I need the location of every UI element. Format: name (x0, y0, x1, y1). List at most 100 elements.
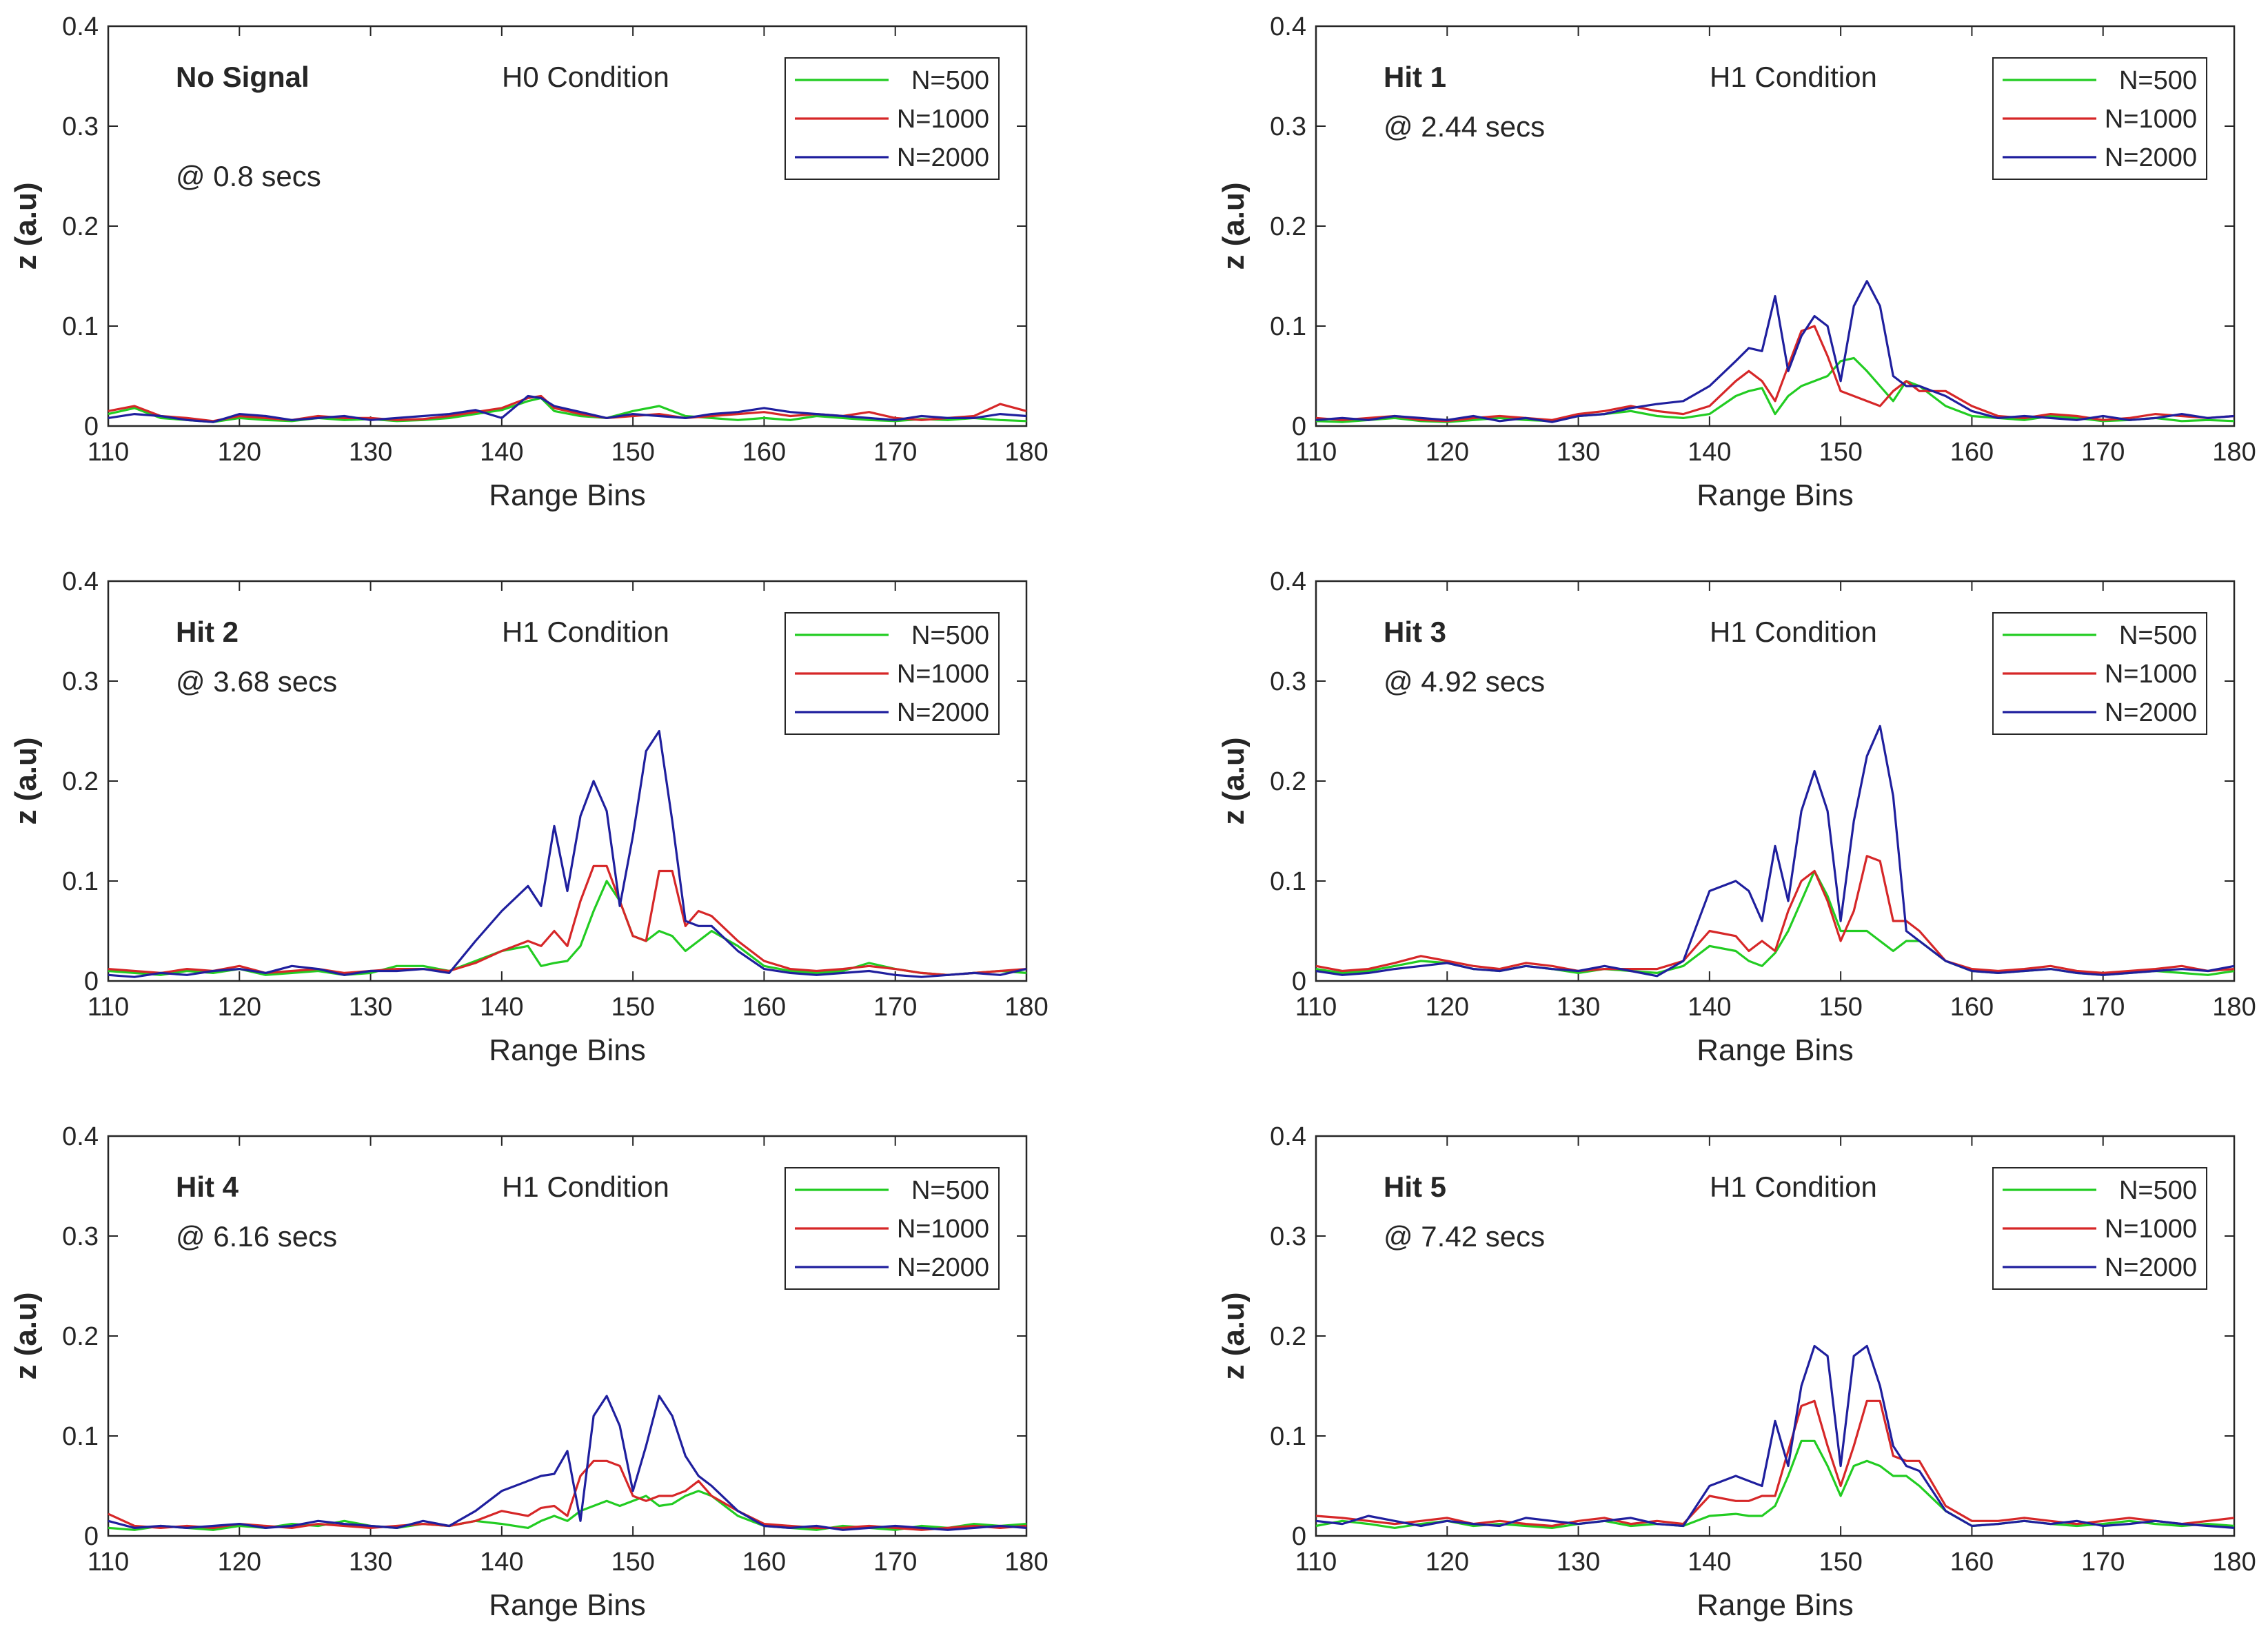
y-tick-label: 0 (84, 412, 99, 441)
condition-annotation: H1 Condition (502, 616, 669, 648)
y-tick-label: 0 (84, 967, 99, 996)
legend-label: N=500 (2119, 1176, 2197, 1205)
x-tick-label: 110 (88, 438, 130, 467)
legend-label: N=2000 (897, 1253, 989, 1282)
subplot-4: 110 120 130 140 150 160 170 180 0 0.1 0.2 0.3 0.4 Ran… (1217, 567, 2256, 1067)
legend-label: N=2000 (2105, 698, 2197, 727)
series-line-n-1000 (108, 1459, 1027, 1531)
x-tick-label: 160 (742, 993, 786, 1022)
x-axis-label: Range Bins (1697, 1588, 1853, 1622)
legend: N=500 N=1000 N=2000 (1992, 612, 2207, 735)
y-tick-label: 0 (1292, 1522, 1306, 1551)
y-tick-label: 0.3 (1270, 1222, 1306, 1251)
legend-label: N=1000 (897, 660, 989, 689)
subplot-title: No Signal (176, 61, 310, 93)
x-tick-label: 130 (1557, 1548, 1600, 1577)
x-tick-label: 170 (873, 993, 917, 1022)
x-tick-label: 130 (1557, 993, 1600, 1022)
legend-label: N=1000 (897, 1215, 989, 1244)
y-tick-label: 0.1 (62, 867, 99, 896)
x-tick-label: 150 (1819, 993, 1862, 1022)
series-line-n-2000 (108, 729, 1027, 978)
x-tick-label: 110 (88, 1548, 130, 1577)
x-tick-label: 140 (1688, 1548, 1731, 1577)
x-axis-label: Range Bins (1697, 1033, 1853, 1067)
y-tick-label: 0.2 (62, 212, 99, 241)
x-tick-label: 120 (1426, 993, 1469, 1022)
x-axis-label: Range Bins (1697, 478, 1853, 512)
time-annotation: @ 4.92 secs (1384, 665, 1545, 698)
series-line-n-1000 (108, 864, 1027, 976)
x-tick-label: 110 (1295, 993, 1337, 1022)
y-tick-label: 0.2 (1270, 1322, 1306, 1351)
legend-label: N=2000 (2105, 143, 2197, 172)
x-tick-label: 180 (1004, 1548, 1048, 1577)
x-tick-label: 140 (1688, 993, 1731, 1022)
subplot-title: Hit 1 (1384, 61, 1446, 93)
legend-label: N=500 (911, 1176, 989, 1205)
time-annotation: @ 0.8 secs (176, 160, 321, 192)
y-axis-label: z (a.u) (9, 737, 43, 824)
x-tick-label: 170 (2081, 1548, 2125, 1577)
x-tick-label: 160 (1950, 993, 1994, 1022)
x-tick-label: 180 (2212, 438, 2256, 467)
time-annotation: @ 3.68 secs (176, 665, 337, 698)
subplot-6: 110 120 130 140 150 160 170 180 0 0.1 0.2 0.3 0.4 Ran… (1217, 1122, 2256, 1622)
y-axis-label: z (a.u) (9, 182, 43, 270)
y-tick-label: 0.3 (1270, 667, 1306, 696)
y-axis-label: z (a.u) (1217, 182, 1251, 270)
x-tick-label: 180 (1004, 993, 1048, 1022)
x-tick-label: 150 (611, 438, 654, 467)
y-tick-label: 0 (1292, 412, 1306, 441)
legend: N=500 N=1000 N=2000 (784, 612, 1000, 735)
series-line-n-500 (1315, 356, 2235, 423)
y-tick-label: 0.4 (1270, 1122, 1306, 1151)
condition-annotation: H1 Condition (1710, 616, 1877, 648)
y-tick-label: 0.4 (62, 1122, 99, 1151)
legend: N=500 N=1000 N=2000 (784, 57, 1000, 180)
y-tick-label: 0.3 (62, 667, 99, 696)
x-tick-label: 150 (1819, 1548, 1862, 1577)
x-tick-label: 150 (611, 993, 654, 1022)
subplot-title: Hit 3 (1384, 616, 1446, 648)
legend-label: N=1000 (897, 105, 989, 134)
legend-label: N=2000 (897, 143, 989, 172)
x-tick-label: 160 (1950, 438, 1994, 467)
y-tick-label: 0.2 (1270, 212, 1306, 241)
y-tick-label: 0.1 (62, 1422, 99, 1451)
x-axis-label: Range Bins (489, 478, 645, 512)
x-tick-label: 180 (2212, 993, 2256, 1022)
x-tick-label: 130 (349, 993, 392, 1022)
subplot-title: Hit 4 (176, 1171, 239, 1203)
series-line-n-1000 (1315, 855, 2235, 975)
x-tick-label: 140 (1688, 438, 1731, 467)
y-tick-label: 0.3 (62, 1222, 99, 1251)
x-tick-label: 140 (480, 993, 523, 1022)
legend-label: N=1000 (2105, 1215, 2197, 1244)
legend-label: N=500 (911, 621, 989, 650)
time-annotation: @ 2.44 secs (1384, 110, 1545, 143)
x-tick-label: 180 (2212, 1548, 2256, 1577)
x-tick-label: 130 (349, 438, 392, 467)
series-line-n-1000 (1315, 1399, 2235, 1528)
x-tick-label: 150 (611, 1548, 654, 1577)
legend: N=500 N=1000 N=2000 (1992, 57, 2207, 180)
legend: N=500 N=1000 N=2000 (784, 1167, 1000, 1290)
time-annotation: @ 7.42 secs (1384, 1220, 1545, 1253)
y-tick-label: 0.4 (62, 567, 99, 596)
series-line-n-2000 (108, 1395, 1027, 1531)
x-axis-label: Range Bins (489, 1033, 645, 1067)
series-line-n-1000 (1315, 325, 2235, 423)
legend-label: N=1000 (2105, 660, 2197, 689)
x-tick-label: 110 (88, 993, 130, 1022)
y-tick-label: 0.1 (62, 312, 99, 341)
y-tick-label: 0.4 (1270, 12, 1306, 41)
condition-annotation: H1 Condition (1710, 61, 1877, 93)
subplot-2: 110 120 130 140 150 160 170 180 0 0.1 0.2 0.3 0.4 Ran… (1217, 12, 2256, 512)
x-axis-label: Range Bins (489, 1588, 645, 1622)
subplot-5: 110 120 130 140 150 160 170 180 0 0.1 0.2 0.3 0.4 Ran… (9, 1122, 1049, 1622)
y-axis-label: z (a.u) (9, 1292, 43, 1379)
series-line-n-2000 (1315, 1344, 2235, 1529)
condition-annotation: H1 Condition (1710, 1171, 1877, 1203)
x-tick-label: 130 (1557, 438, 1600, 467)
